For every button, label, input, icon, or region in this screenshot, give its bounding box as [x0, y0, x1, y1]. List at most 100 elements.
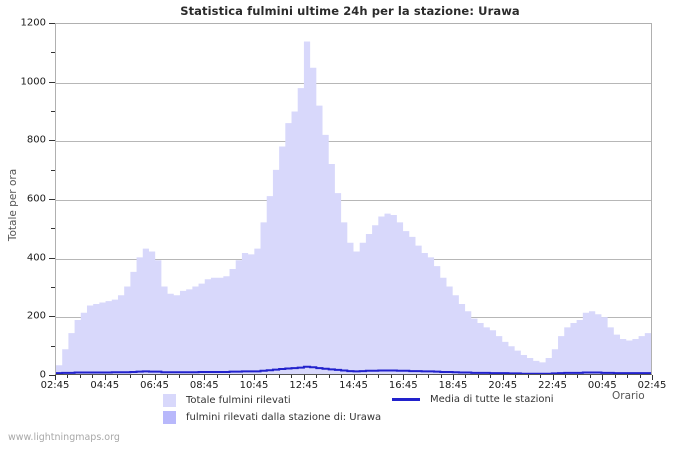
x-tick-label-9: 20:45 — [488, 380, 518, 391]
x-tick-label-4: 10:45 — [239, 380, 269, 391]
x-tick-label-12: 02:45 — [637, 380, 667, 391]
chart-canvas — [56, 41, 651, 374]
y-tick-600 — [49, 199, 55, 200]
x-tick-48 — [652, 375, 653, 380]
y-tick-700 — [51, 169, 55, 171]
x-tick-label-3: 08:45 — [189, 380, 219, 391]
legend-area-swatch-1 — [163, 411, 176, 424]
x-tick-25 — [365, 375, 367, 378]
y-tick-300 — [51, 287, 55, 288]
legend-label-2: Media di tutte le stazioni — [430, 394, 554, 405]
x-tick-23 — [341, 375, 343, 378]
x-tick-20 — [303, 375, 305, 380]
x-tick-36 — [502, 375, 504, 380]
x-tick-9 — [166, 375, 168, 378]
gridline-y-600 — [56, 200, 651, 201]
x-tick-label-2: 06:45 — [140, 380, 169, 391]
x-tick-3 — [92, 375, 94, 378]
x-tick-46 — [627, 375, 629, 378]
x-tick-label-10: 22:45 — [538, 380, 567, 391]
y-tick-label-1000: 1000 — [20, 76, 46, 88]
x-tick-40 — [552, 375, 554, 380]
legend-label-1: fulmini rilevati dalla stazione di: Uraw… — [186, 412, 382, 423]
gridline-y-800 — [56, 141, 651, 143]
x-tick-label-0: 02:45 — [40, 380, 70, 391]
x-tick-12 — [204, 375, 206, 380]
x-tick-5 — [117, 375, 119, 378]
x-tick-label-8: 18:45 — [438, 380, 468, 391]
y-tick-1100 — [51, 52, 55, 54]
y-tick-label-1200: 1200 — [20, 17, 46, 29]
x-tick-16 — [254, 375, 255, 380]
x-tick-29 — [415, 375, 417, 378]
watermark: www.lightningmaps.org — [8, 432, 120, 443]
x-tick-35 — [490, 375, 492, 378]
x-tick-label-5: 12:45 — [289, 380, 319, 391]
x-tick-8 — [154, 375, 156, 380]
x-tick-22 — [328, 375, 330, 378]
legend-item-2[interactable]: Media di tutte le stazioni — [392, 394, 554, 405]
x-tick-18 — [278, 375, 280, 378]
x-tick-7 — [142, 375, 144, 378]
x-tick-31 — [440, 375, 442, 378]
x-tick-14 — [229, 375, 231, 378]
series-area-0 — [56, 41, 651, 374]
legend-line-swatch-2 — [392, 398, 420, 401]
x-tick-41 — [564, 375, 566, 378]
y-tick-label-400: 400 — [26, 252, 46, 264]
x-tick-44 — [602, 375, 604, 380]
x-tick-label-6: 14:45 — [339, 380, 368, 391]
x-tick-11 — [191, 375, 193, 378]
page-title: Statistica fulmini ultime 24h per la sta… — [180, 4, 520, 18]
x-tick-0 — [55, 375, 56, 380]
x-tick-38 — [527, 375, 529, 378]
x-tick-42 — [577, 375, 579, 378]
x-tick-19 — [291, 375, 293, 378]
legend-area-swatch-0 — [163, 394, 176, 407]
y-tick-label-800: 800 — [26, 134, 46, 146]
x-tick-32 — [453, 375, 454, 380]
series-line-2 — [56, 367, 651, 374]
legend-item-0[interactable]: Totale fulmini rilevati — [163, 394, 291, 407]
x-tick-label-7: 16:45 — [388, 380, 418, 391]
gridline-y-1000 — [56, 82, 651, 84]
y-tick-0 — [49, 375, 55, 376]
x-tick-24 — [353, 375, 355, 380]
x-tick-label-11: 00:45 — [587, 380, 617, 391]
x-tick-1 — [67, 375, 69, 378]
x-tick-33 — [465, 375, 467, 378]
y-tick-1000 — [49, 81, 55, 83]
y-tick-label-600: 600 — [26, 193, 46, 205]
plot-area — [55, 23, 652, 375]
x-tick-13 — [216, 375, 218, 378]
x-axis-title: Orario — [612, 390, 645, 402]
y-tick-900 — [51, 111, 55, 112]
x-tick-47 — [639, 375, 641, 378]
x-tick-2 — [79, 375, 81, 378]
x-tick-34 — [477, 375, 479, 378]
x-tick-43 — [589, 375, 591, 378]
x-tick-39 — [540, 375, 542, 378]
y-tick-label-0: 0 — [39, 369, 46, 381]
x-tick-label-1: 04:45 — [90, 380, 120, 391]
legend-label-0: Totale fulmini rilevati — [186, 395, 291, 406]
x-tick-28 — [403, 375, 405, 380]
y-tick-500 — [51, 228, 55, 230]
y-tick-100 — [51, 345, 55, 347]
x-tick-15 — [241, 375, 243, 378]
legend-item-1[interactable]: fulmini rilevati dalla stazione di: Uraw… — [163, 411, 381, 424]
x-tick-10 — [179, 375, 181, 378]
x-tick-6 — [129, 375, 131, 378]
x-tick-37 — [515, 375, 517, 378]
y-axis-title: Totale per ora — [7, 168, 19, 242]
x-tick-21 — [316, 375, 318, 378]
y-tick-1200 — [49, 23, 55, 24]
y-axis: 0 200 400 600 800 1000 1200 — [0, 0, 55, 400]
x-axis: 02:45 04:45 06:45 08:45 10:45 12:45 14:45 16:45… — [0, 375, 700, 397]
x-tick-26 — [378, 375, 380, 378]
y-tick-200 — [49, 316, 55, 318]
x-tick-17 — [266, 375, 268, 378]
x-tick-30 — [428, 375, 430, 378]
x-tick-4 — [104, 375, 106, 380]
